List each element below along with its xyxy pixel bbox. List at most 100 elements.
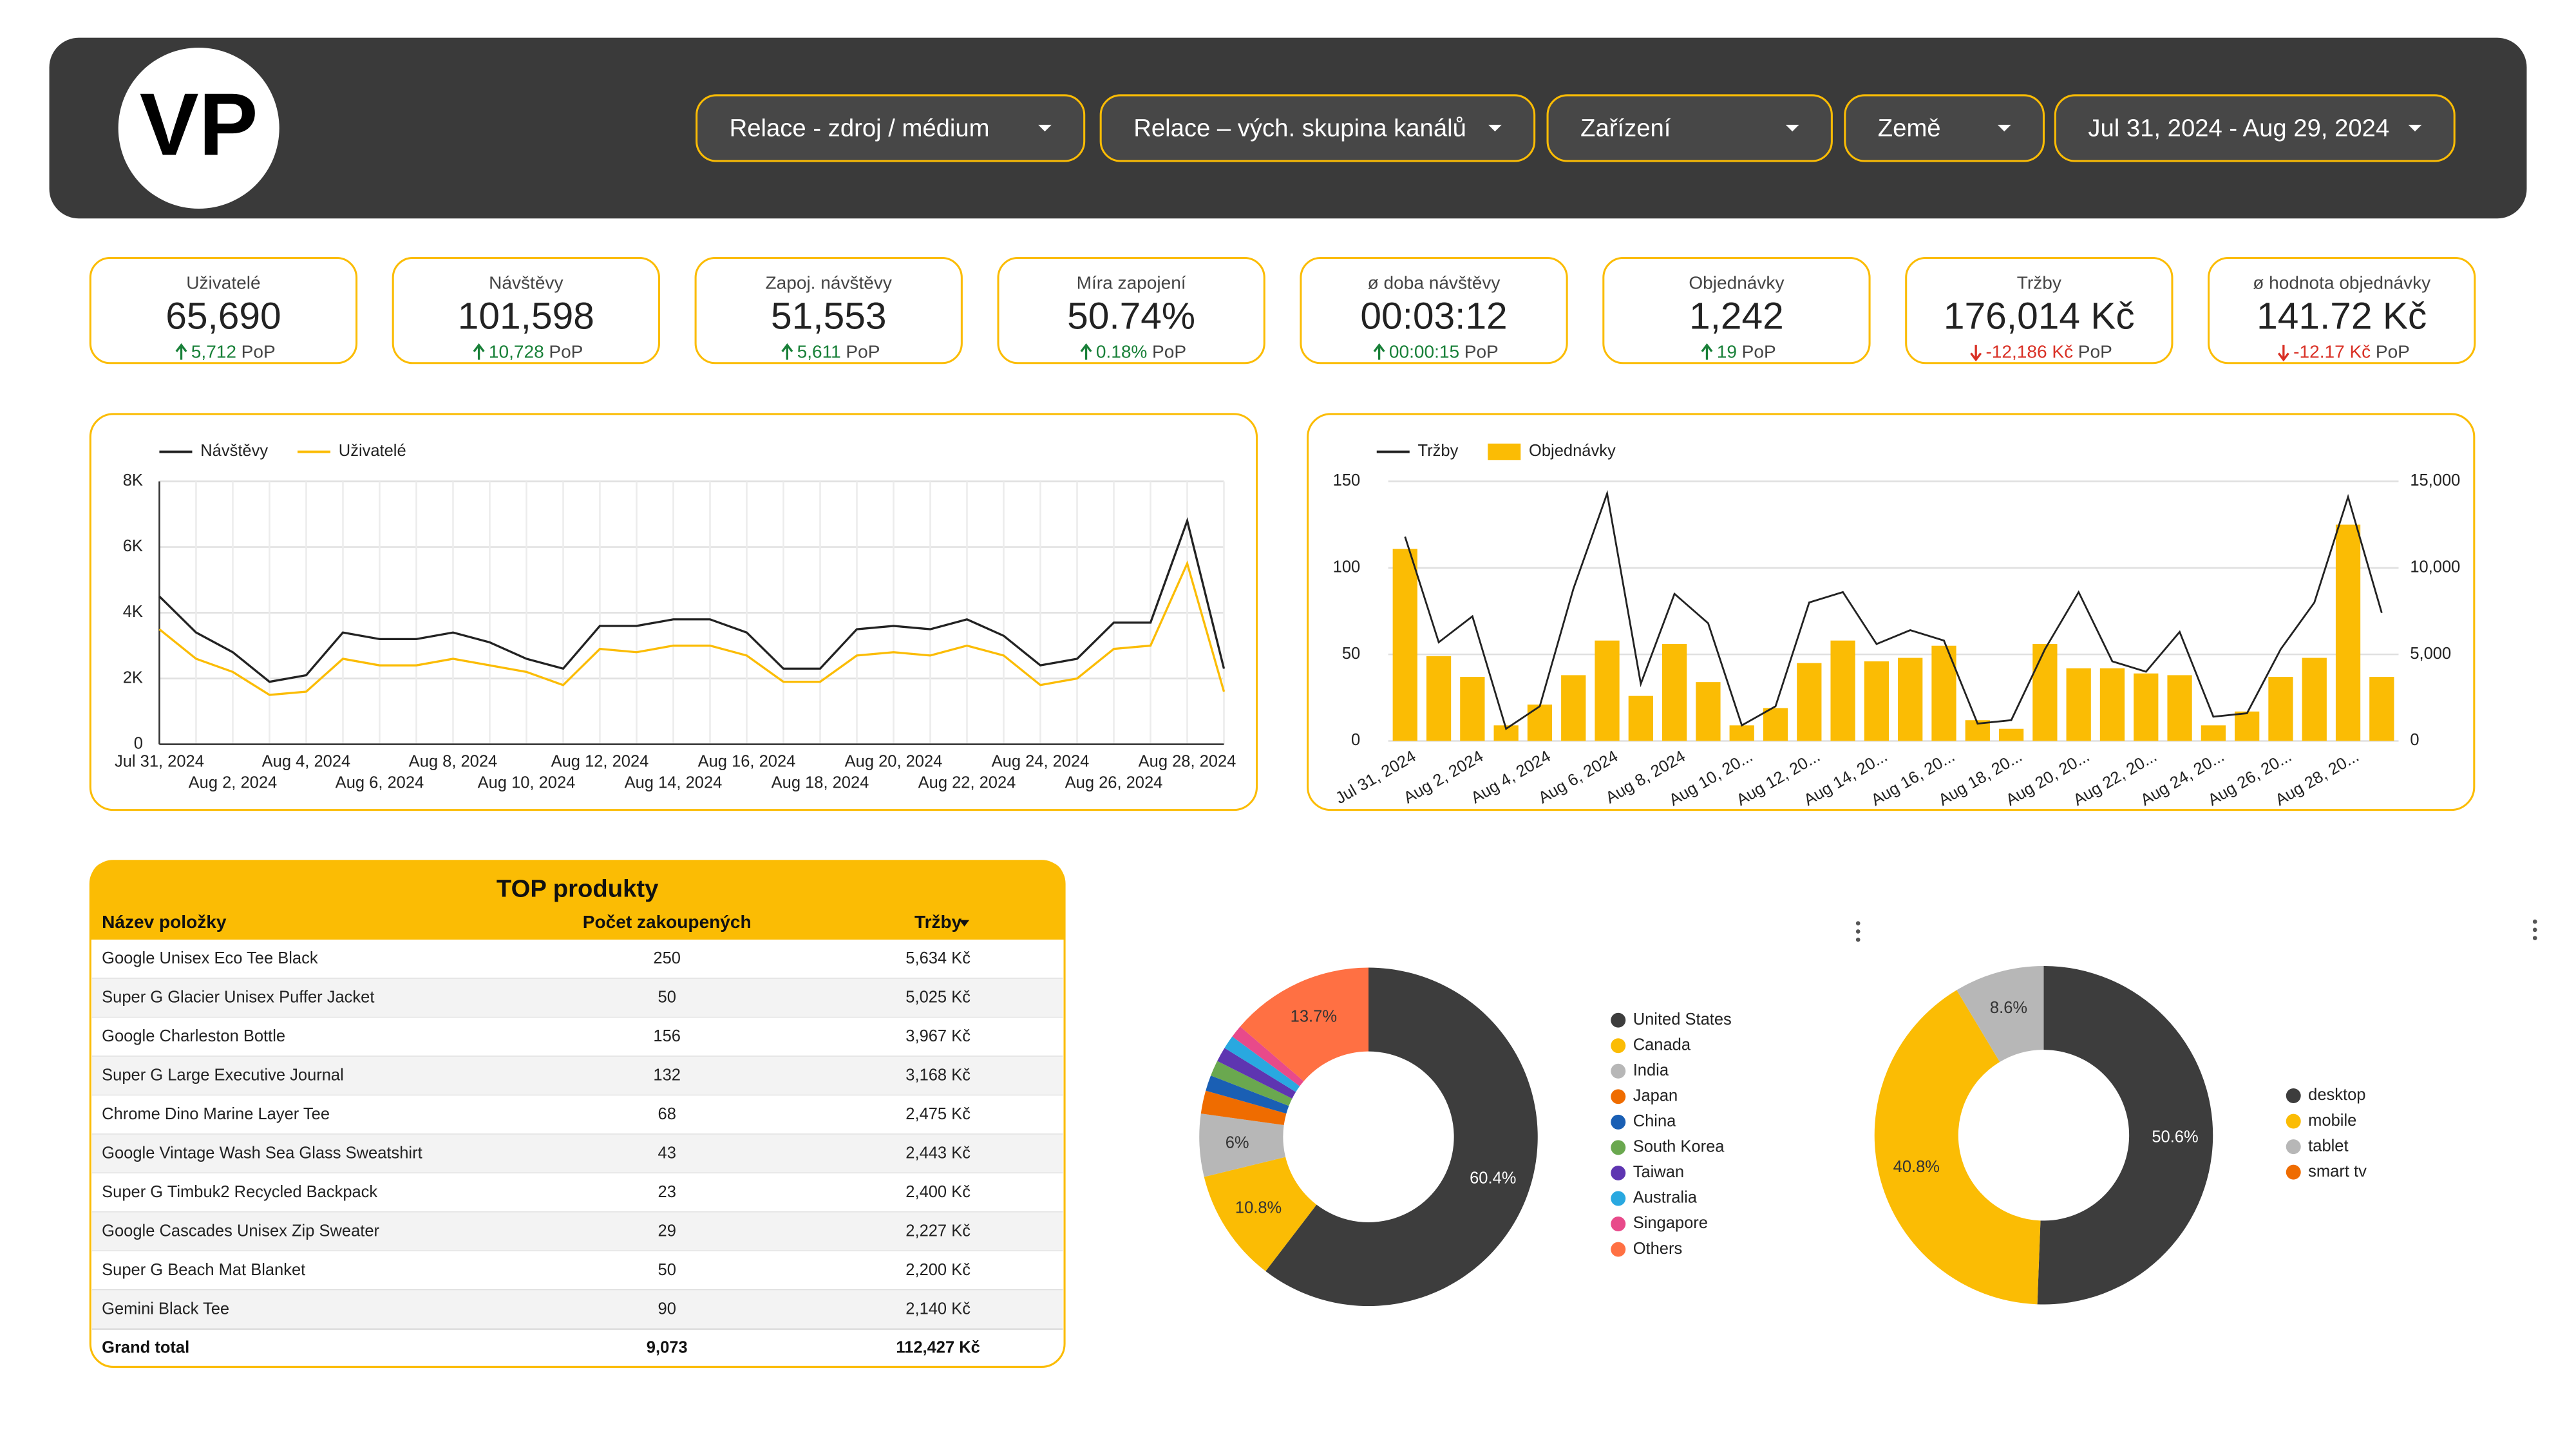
table-cell: 5,025 Kč <box>905 989 971 1007</box>
legend-swatch <box>1611 1012 1626 1028</box>
kpi-delta: -12,186 Kč PoP <box>1985 342 2112 362</box>
filter-dropdown[interactable] <box>1844 94 2045 162</box>
filter-dropdown[interactable] <box>2054 94 2456 162</box>
pie-slice <box>1874 990 2041 1305</box>
bar <box>2032 644 2058 741</box>
legend-swatch <box>1611 1242 1626 1257</box>
menu-dots[interactable] <box>1855 921 1861 942</box>
trend-arrow <box>473 343 485 360</box>
kpi-delta-unit: PoP <box>549 342 583 362</box>
filter-dropdown[interactable] <box>696 94 1086 162</box>
table-cell: Google Charleston Bottle <box>102 1027 285 1045</box>
trend-arrow <box>1701 343 1713 360</box>
legend-label: Canada <box>1633 1036 1691 1054</box>
column-header[interactable]: Tržby <box>914 912 962 932</box>
table-row-bg <box>91 1134 1063 1173</box>
dropdown-caret <box>1038 124 1052 132</box>
pie-slice <box>1206 1075 1289 1114</box>
table-row-bg <box>91 978 1063 1018</box>
kpi-label: ø doba návštěvy <box>1368 273 1501 293</box>
table-cell: 2,400 Kč <box>905 1183 971 1201</box>
kpi-delta: 0.18% PoP <box>1096 342 1186 362</box>
menu-dots[interactable] <box>2532 919 2537 940</box>
kpi-card <box>392 256 660 365</box>
slice-label: 13.7% <box>1291 1008 1337 1026</box>
y2-tick-label: 5,000 <box>2410 645 2451 663</box>
filter-dropdown[interactable] <box>1099 94 1536 162</box>
legend-label: Tržby <box>1418 442 1459 460</box>
kpi-card <box>694 256 963 365</box>
kpi-delta-value: -12.17 Kč <box>2293 342 2371 362</box>
table-cell: 132 <box>653 1066 681 1084</box>
pie-slice <box>1224 1036 1300 1092</box>
slice-label: 8.6% <box>1990 999 2027 1017</box>
table-row-bg <box>91 940 1063 979</box>
filter-label: Zařízení <box>1580 115 1671 142</box>
legend-label: Australia <box>1633 1189 1698 1207</box>
table-cell: 2,140 Kč <box>905 1300 971 1318</box>
kpi-card <box>1300 256 1568 365</box>
y-tick-label: 4K <box>123 603 143 621</box>
pie-slice <box>1199 1113 1286 1177</box>
legend-swatch <box>2286 1164 2301 1180</box>
filter-label: Země <box>1878 115 1941 142</box>
dropdown-caret <box>1488 124 1502 132</box>
kpi-delta-value: 19 <box>1717 342 1737 362</box>
table-cell: Google Cascades Unisex Zip Sweater <box>102 1222 379 1240</box>
x-tick-label: Aug 14, 2024 <box>625 774 723 792</box>
kpi-delta: 5,712 PoP <box>191 342 276 362</box>
filter-dropdown[interactable] <box>1546 94 1833 162</box>
bar <box>1595 640 1620 741</box>
column-header: Počet zakoupených <box>583 912 752 932</box>
slice-label: 40.8% <box>1893 1158 1940 1176</box>
y2-tick-label: 0 <box>2410 731 2419 749</box>
y-tick-label: 0 <box>1351 731 1360 749</box>
kpi-delta: 5,611 PoP <box>797 342 880 362</box>
kpi-label: Zapoj. návštěvy <box>766 273 892 293</box>
table-cell: 43 <box>658 1144 676 1162</box>
pie-slice <box>1265 967 1538 1307</box>
kpi-card <box>1602 256 1871 365</box>
kpi-card <box>89 256 358 365</box>
x-tick-label: Aug 24, 2024 <box>992 752 1090 770</box>
kpi-delta: 00:00:15 PoP <box>1389 342 1499 362</box>
x-tick-label: Aug 2, 2024 <box>189 774 278 792</box>
x-tick-label: Aug 4, 2024 <box>262 752 351 770</box>
dropdown-caret <box>1998 124 2011 132</box>
pie-slice <box>1240 967 1368 1081</box>
table-cell: 3,967 Kč <box>905 1027 971 1045</box>
table-cell: Gemini Black Tee <box>102 1300 229 1318</box>
legend-label: India <box>1633 1061 1669 1079</box>
pie-slice <box>1217 1048 1296 1099</box>
kpi-value: 141.72 Kč <box>2257 295 2427 337</box>
y-tick-label: 8K <box>123 471 143 489</box>
bar <box>1797 663 1822 741</box>
kpi-delta-value: -12,186 Kč <box>1985 342 2073 362</box>
bar <box>1830 640 1855 741</box>
series-line <box>158 516 1226 683</box>
x-tick-label: Aug 12, 2024 <box>551 752 649 770</box>
kpi-label: Míra zapojení <box>1077 273 1186 293</box>
pie-slice <box>1200 1090 1287 1126</box>
legend-label: Others <box>1633 1240 1683 1258</box>
column-header: Název položky <box>102 912 227 932</box>
x-tick-label: Aug 16, 2024 <box>698 752 796 770</box>
legend-swatch <box>1611 1114 1626 1130</box>
table-cell: 3,168 Kč <box>905 1066 971 1084</box>
series-line <box>1404 489 2383 730</box>
legend-label: mobile <box>2308 1112 2356 1130</box>
trend-arrow <box>781 343 793 360</box>
bar <box>2167 675 2192 741</box>
x-tick-label: Aug 8, 2024 <box>409 752 498 770</box>
table-row-bg <box>91 1251 1063 1291</box>
kpi-value: 50.74% <box>1067 295 1195 337</box>
slice-label: 50.6% <box>2152 1128 2198 1146</box>
bar <box>1628 696 1653 741</box>
kpi-card <box>997 256 1265 365</box>
dropdown-caret <box>1785 124 1799 132</box>
kpi-value: 1,242 <box>1689 295 1784 337</box>
kpi-delta-value: 00:00:15 <box>1389 342 1459 362</box>
legend-swatch <box>1611 1089 1626 1104</box>
bar <box>2302 658 2327 741</box>
table-cell: 50 <box>658 1261 676 1279</box>
